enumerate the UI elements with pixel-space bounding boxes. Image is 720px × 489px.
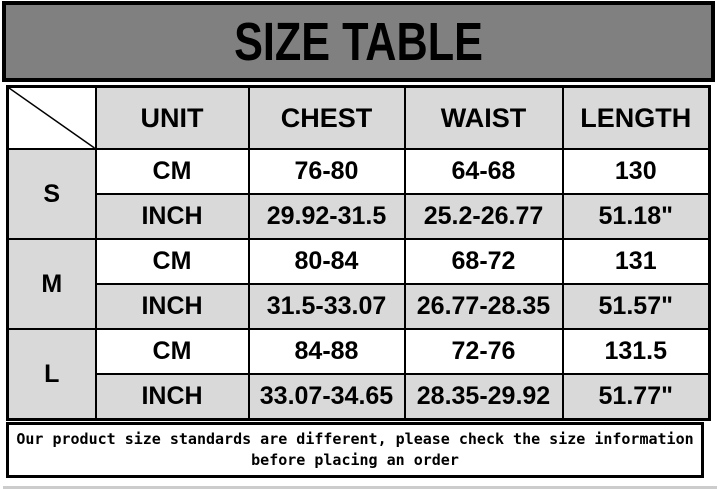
- value-cell-chest-inch-s: 29.92-31.5: [247, 193, 406, 240]
- value-cell-chest-cm-s: 76-80: [247, 148, 406, 195]
- value-cell-waist-cm-s: 64-68: [403, 148, 564, 195]
- table-row-s-cm: S CM 76-80 64-68 130: [6, 148, 711, 240]
- value-cell-length-inch-s: 51.18": [561, 193, 711, 240]
- diagonal-line-icon: [9, 88, 95, 148]
- table-header-row: UNIT CHEST WAIST LENGTH: [6, 85, 711, 150]
- unit-cell-inch: INCH: [94, 283, 250, 330]
- table-row-m-cm: M CM 80-84 68-72 131: [6, 238, 711, 330]
- unit-cell-inch: INCH: [94, 373, 250, 421]
- corner-cell: [6, 85, 97, 150]
- size-label-s: S: [6, 148, 97, 240]
- value-cell-waist-inch-s: 25.2-26.77: [403, 193, 564, 240]
- value-cell-length-cm-m: 131: [561, 238, 711, 285]
- column-header-chest: CHEST: [247, 85, 406, 150]
- size-note-line-2: before placing an order: [251, 451, 459, 469]
- value-cell-length-cm-l: 131.5: [561, 328, 711, 375]
- size-note-line-1: Our product size standards are different…: [16, 430, 694, 448]
- value-cell-chest-inch-l: 33.07-34.65: [247, 373, 406, 421]
- page-title: SIZE TABLE: [234, 11, 483, 72]
- size-table: UNIT CHEST WAIST LENGTH S CM 76-80 64-68…: [6, 85, 711, 421]
- value-cell-chest-cm-m: 80-84: [247, 238, 406, 285]
- unit-cell-cm: CM: [94, 148, 250, 195]
- value-cell-length-inch-l: 51.77": [561, 373, 711, 421]
- unit-cell-cm: CM: [94, 238, 250, 285]
- unit-cell-inch: INCH: [94, 193, 250, 240]
- unit-cell-cm: CM: [94, 328, 250, 375]
- column-header-unit: UNIT: [94, 85, 250, 150]
- title-bar: SIZE TABLE: [2, 1, 715, 82]
- value-cell-waist-inch-m: 26.77-28.35: [403, 283, 564, 330]
- bottom-edge-strip: [3, 486, 717, 489]
- table-row-m-inch: INCH 31.5-33.07 26.77-28.35 51.57": [8, 283, 711, 330]
- value-cell-length-cm-s: 130: [561, 148, 711, 195]
- size-label-l: L: [6, 328, 97, 421]
- table-row-l-cm: L CM 84-88 72-76 131.5: [6, 328, 711, 421]
- size-note-box: Our product size standards are different…: [6, 422, 704, 478]
- value-cell-waist-inch-l: 28.35-29.92: [403, 373, 564, 421]
- table-row-l-inch: INCH 33.07-34.65 28.35-29.92 51.77": [8, 373, 711, 421]
- value-cell-waist-cm-l: 72-76: [403, 328, 564, 375]
- value-cell-chest-inch-m: 31.5-33.07: [247, 283, 406, 330]
- size-label-m: M: [6, 238, 97, 330]
- value-cell-chest-cm-l: 84-88: [247, 328, 406, 375]
- value-cell-length-inch-m: 51.57": [561, 283, 711, 330]
- column-header-length: LENGTH: [561, 85, 711, 150]
- column-header-waist: WAIST: [403, 85, 564, 150]
- table-row-s-inch: INCH 29.92-31.5 25.2-26.77 51.18": [8, 193, 711, 240]
- value-cell-waist-cm-m: 68-72: [403, 238, 564, 285]
